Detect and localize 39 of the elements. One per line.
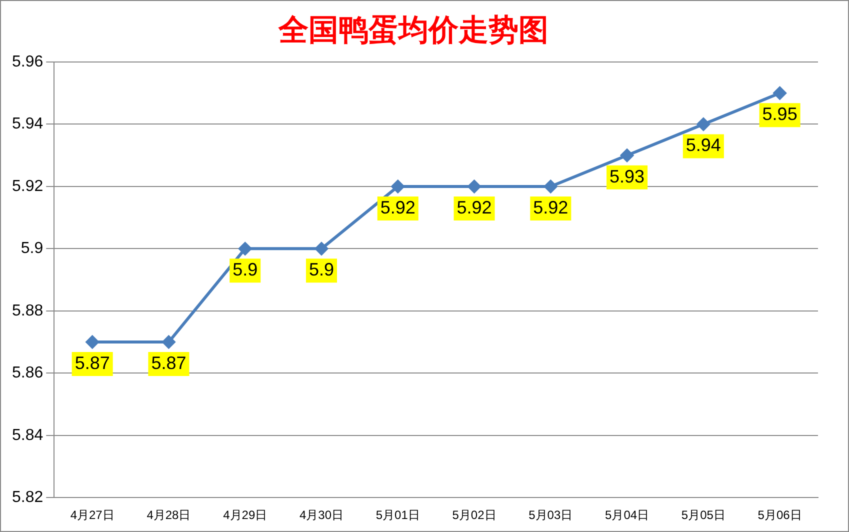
point (391, 180, 404, 193)
y-tick-label: 5.82 (12, 489, 44, 506)
data-label: 5.92 (533, 197, 568, 218)
data-label: 5.93 (610, 166, 645, 186)
point (773, 86, 786, 100)
y-tick-label: 5.86 (12, 364, 44, 382)
point (468, 180, 481, 193)
y-tick-label: 5.88 (12, 302, 44, 320)
x-tick-label: 5月01日 (376, 508, 420, 522)
data-label: 5.9 (308, 260, 334, 280)
point (238, 242, 252, 256)
x-tick-label: 5月04日 (605, 508, 650, 522)
x-tick-label: 5月05日 (681, 508, 726, 522)
data-label: 5.87 (74, 352, 110, 373)
point (314, 242, 328, 256)
data-label: 5.9 (232, 260, 258, 280)
data-label: 5.95 (762, 104, 798, 124)
x-tick-label: 4月30日 (299, 508, 344, 522)
x-tick-label: 4月29日 (223, 508, 268, 522)
x-tick-label: 5月02日 (452, 508, 496, 522)
x-tick-label: 5月06日 (758, 508, 802, 522)
point (696, 118, 710, 131)
y-tick-label: 5.84 (12, 426, 44, 444)
chart-title: 全国鸭蛋均价走势图 (278, 12, 548, 48)
x-tick-label: 4月27日 (70, 508, 114, 522)
data-label: 5.92 (456, 197, 492, 218)
data-label: 5.87 (151, 352, 186, 373)
point (620, 148, 634, 162)
y-tick-label: 5.9 (20, 240, 44, 258)
point (162, 336, 176, 349)
point (544, 180, 558, 193)
point (86, 336, 99, 349)
x-tick-label: 5月03日 (528, 508, 573, 522)
data-label: 5.94 (686, 135, 721, 156)
y-tick-label: 5.94 (12, 116, 44, 133)
x-tick-label: 4月28日 (146, 508, 191, 522)
data-label: 5.92 (380, 197, 416, 218)
y-tick-label: 5.96 (12, 53, 44, 70)
y-tick-label: 5.92 (12, 178, 44, 195)
